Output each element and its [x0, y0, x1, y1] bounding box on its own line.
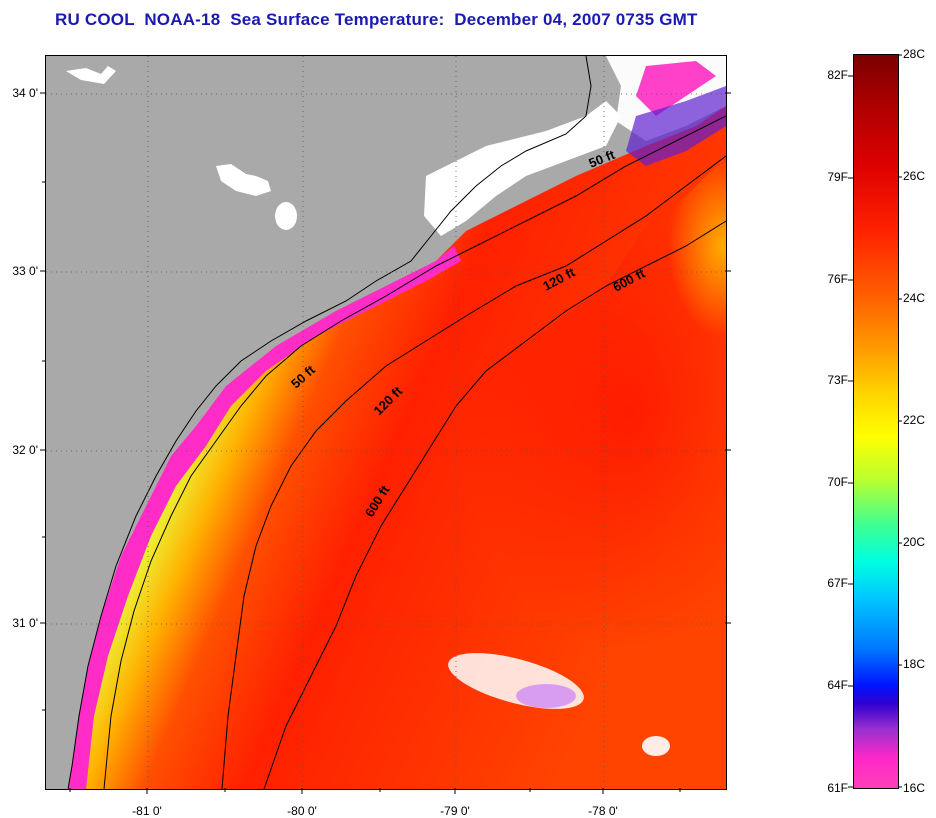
- graticule: [46, 56, 726, 789]
- colorbar-fahrenheit-label: 64F: [827, 678, 848, 692]
- page-title: RU COOL NOAA-18 Sea Surface Temperature:…: [55, 10, 698, 29]
- contour-600ft: [263, 220, 726, 789]
- colorbar-celsius-label: 22C: [903, 413, 926, 427]
- colorbar-celsius-label: 16C: [903, 781, 926, 795]
- coastline: [67, 56, 592, 789]
- sst-map-canvas: 50 ft 120 ft 600 ft 50 ft 120 ft 600 ft: [46, 56, 726, 789]
- cloud-cover-north: [424, 101, 621, 236]
- sst-map[interactable]: 50 ft 120 ft 600 ft 50 ft 120 ft 600 ft: [45, 55, 727, 790]
- contour-120ft: [221, 155, 726, 789]
- colorbar-celsius-label: 20C: [903, 535, 926, 549]
- colorbar-fahrenheit-label: 73F: [827, 373, 848, 387]
- lat-label: 34 0': [12, 86, 38, 100]
- lat-label: 32 0': [12, 443, 38, 457]
- colorbar-fahrenheit-label: 70F: [827, 475, 848, 489]
- land-mass: [46, 56, 591, 789]
- colorbar-fahrenheit-label: 67F: [827, 576, 848, 590]
- colorbar-fahrenheit-label: 76F: [827, 272, 848, 286]
- lake-moultrie: [275, 202, 297, 230]
- temperature-colorbar: [853, 54, 899, 789]
- lon-label: -79 0': [440, 804, 470, 818]
- colorbar-celsius-label: 26C: [903, 169, 926, 183]
- colorbar-fahrenheit-label: 79F: [827, 170, 848, 184]
- lat-label: 33 0': [12, 264, 38, 278]
- colorbar-celsius-label: 28C: [903, 47, 926, 61]
- nearshore-cold-band: [66, 246, 461, 789]
- contour-50ft: [103, 115, 726, 789]
- colorbar-fahrenheit-label: 82F: [827, 68, 848, 82]
- colorbar-celsius-label: 18C: [903, 657, 926, 671]
- lake-marion: [216, 164, 271, 196]
- lon-label: -80 0': [287, 804, 317, 818]
- lat-label: 31 0': [12, 616, 38, 630]
- lon-label: -78 0': [588, 804, 618, 818]
- colorbar-celsius-label: 24C: [903, 291, 926, 305]
- lon-label: -81 0': [132, 804, 162, 818]
- colorbar-fahrenheit-label: 61F: [827, 781, 848, 795]
